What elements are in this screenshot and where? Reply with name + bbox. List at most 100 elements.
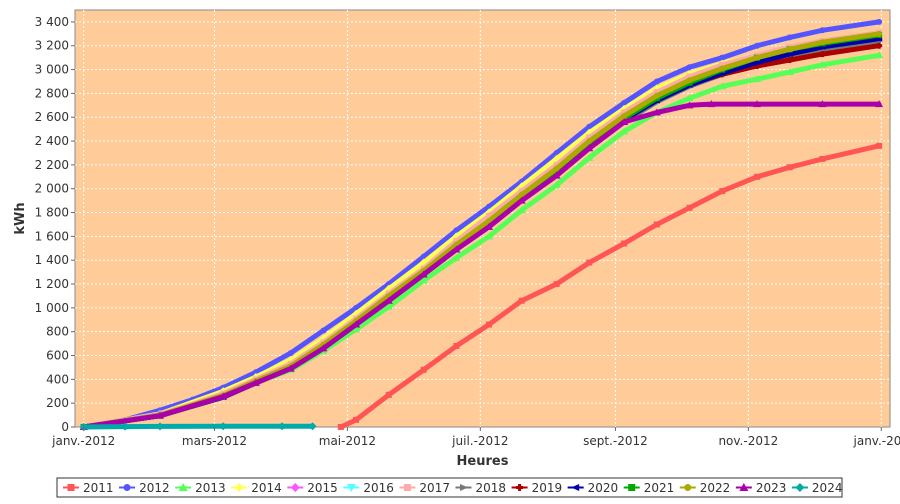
y-tick-label: 1 000 [35,301,69,315]
legend-item-2019: 2019 [511,481,562,495]
data-point [719,61,726,68]
data-point [486,321,493,328]
legend-label: 2021 [644,481,675,495]
data-point [719,188,726,195]
data-point [219,422,228,431]
data-point [121,422,130,431]
legend-label: 2022 [700,481,731,495]
data-point [155,411,164,419]
data-point [819,51,826,58]
data-point [753,59,761,66]
data-point [620,117,629,125]
data-point [485,232,494,240]
data-point [707,100,716,108]
legend-label: 2017 [419,481,450,495]
y-tick-label: 600 [46,349,69,363]
data-point [620,127,629,135]
y-tick-label: 2 600 [35,110,69,124]
series-lines [79,18,884,431]
data-point [384,302,393,310]
data-point [686,204,693,211]
axes: 0 200 400 600 800 1 000 1 200 1 400 1 600 1 800 2 … [35,15,900,448]
legend-label: 2018 [476,481,507,495]
data-point [652,108,661,116]
data-point [754,42,761,49]
y-axis-label: kWh [13,202,28,234]
data-point [453,227,460,234]
legend-marker [123,484,131,491]
data-point [419,276,428,284]
data-point [818,60,827,68]
legend-label: 2020 [588,481,619,495]
data-point [453,342,460,349]
data-point [385,391,392,398]
legend-marker [516,484,524,491]
data-point [352,320,361,328]
data-point [818,100,827,108]
y-tick-label: 3 200 [35,39,69,53]
legend-label: 2013 [195,481,226,495]
data-point [552,171,561,179]
series-2023 [79,100,884,430]
data-point [353,416,360,423]
legend-marker [571,484,580,491]
data-point [586,259,593,266]
data-point [552,181,561,189]
data-point [453,238,460,245]
data-point [819,155,826,162]
legend: 2011 2012 2013 2014 2015 2016 2017 2018 2019 2020… [56,477,843,498]
data-point [719,54,726,61]
data-point [653,221,660,228]
data-point [553,149,560,156]
x-tick-label: mai-2012 [319,434,376,448]
data-point [621,113,628,120]
data-point [686,64,693,71]
data-point [585,153,594,161]
data-point [653,92,660,99]
data-point [586,134,593,141]
data-point [251,378,260,386]
data-point [753,75,762,83]
y-tick-label: 1 800 [35,206,69,220]
legend-marker-bar [755,62,759,69]
legend-marker [67,484,75,491]
data-point [553,161,560,168]
data-point [685,101,694,109]
data-point [308,422,317,431]
data-point [653,78,660,85]
legend-item-2021: 2021 [623,481,675,495]
x-tick-label: juil.-2012 [451,434,508,448]
data-point [287,350,294,357]
legend-marker-bar [518,484,522,491]
legend-marker [684,484,692,491]
legend-item-2020: 2020 [567,481,619,495]
data-point [278,422,287,431]
legend-marker [403,484,411,491]
data-point [420,366,427,373]
data-point [786,57,793,64]
x-tick-label: nov.-2012 [718,434,778,448]
data-point [586,123,593,130]
data-point [553,281,560,288]
legend-label: 2011 [83,481,114,495]
legend-marker [234,483,244,492]
legend-item-2018: 2018 [455,481,507,495]
y-tick-label: 2 200 [35,158,69,172]
data-point [718,82,727,90]
data-point [876,142,883,149]
legend-label: 2012 [139,481,170,495]
data-point [686,73,693,80]
legend-marker [460,484,468,491]
data-point [719,65,726,72]
data-point [486,213,493,220]
data-point [517,206,526,214]
x-axis-label: Heures [457,454,509,469]
x-tick-label: janv.-2012 [51,434,115,448]
data-point [786,34,793,41]
data-point [320,327,327,334]
legend-item-2013: 2013 [175,481,226,495]
data-point [754,54,761,61]
legend-label: 2024 [812,481,843,495]
data-point [585,144,594,152]
